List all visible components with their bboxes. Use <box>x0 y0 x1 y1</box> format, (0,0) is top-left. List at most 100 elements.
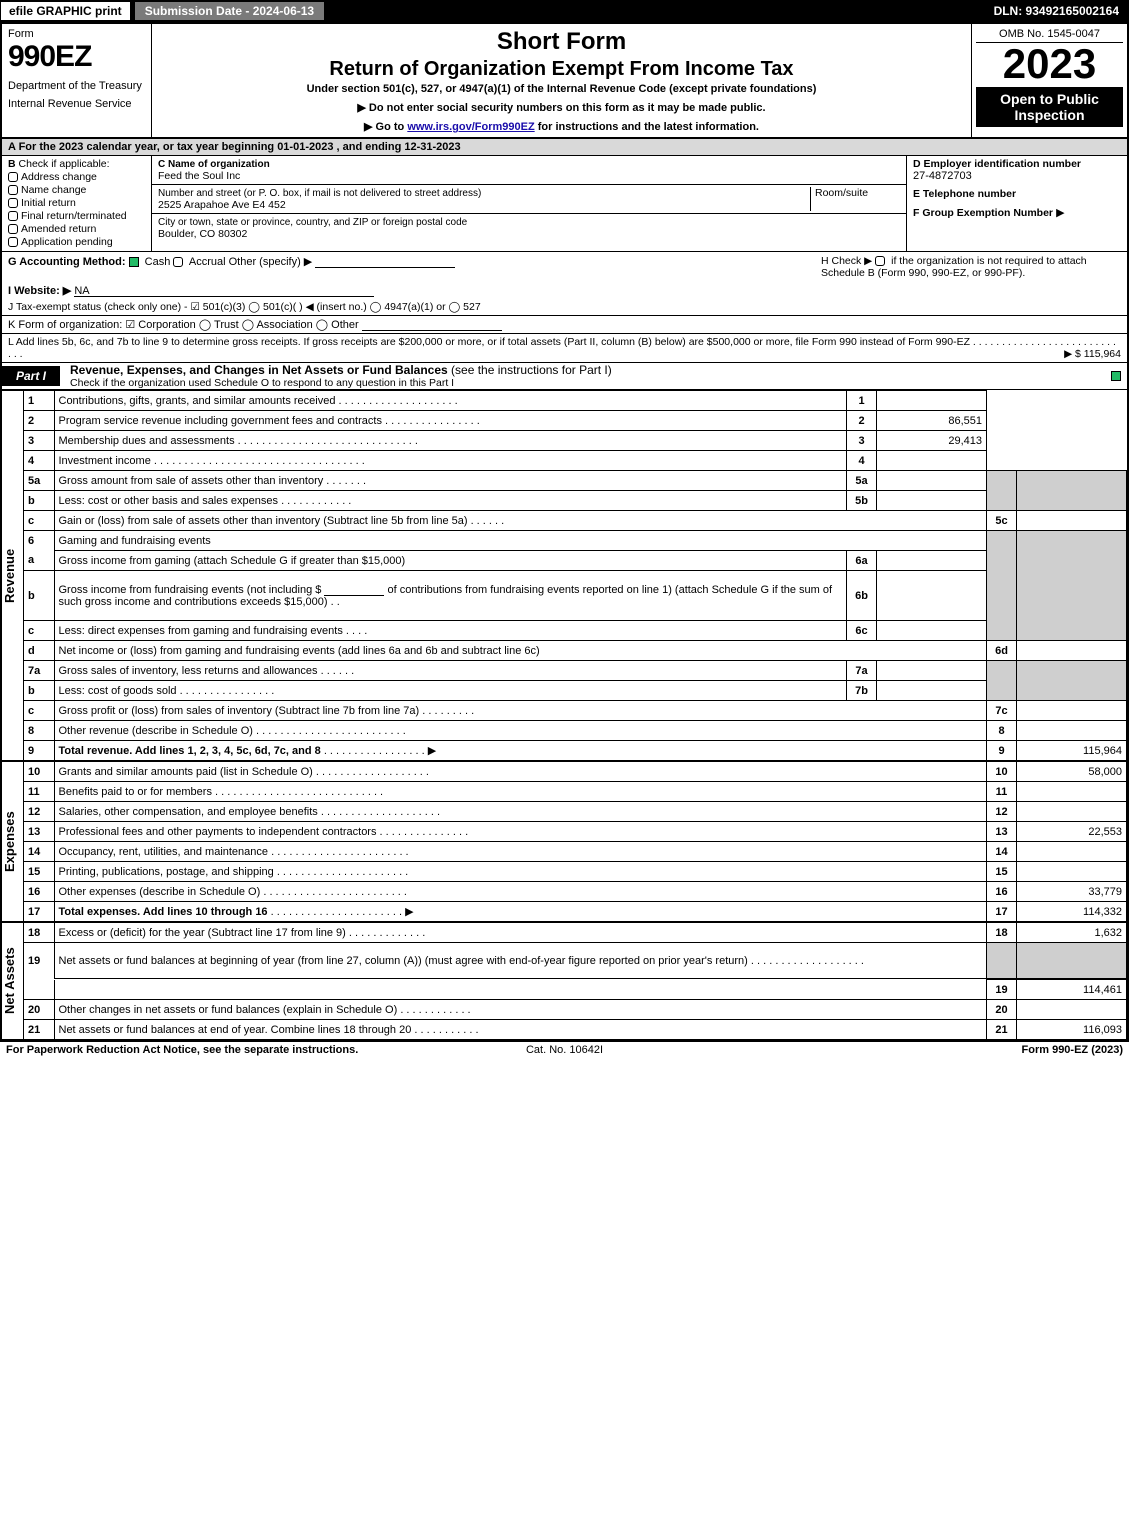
line-5a-num: 5a <box>24 471 54 491</box>
line-10-desc: Grants and similar amounts paid (list in… <box>59 766 313 778</box>
line-13-ref: 13 <box>987 822 1017 842</box>
line-5c-num: c <box>24 511 54 531</box>
line-6b-sub: 6b <box>847 571 877 621</box>
line-6b-num: b <box>24 571 54 621</box>
line-1-num: 1 <box>24 391 54 411</box>
grey-7 <box>987 661 1017 701</box>
line-12-num: 12 <box>24 802 54 822</box>
chk-address-change[interactable]: Address change <box>8 171 145 183</box>
city-label: City or town, state or province, country… <box>158 217 467 228</box>
line-13-desc: Professional fees and other payments to … <box>59 826 377 838</box>
line-6a-desc: Gross income from gaming (attach Schedul… <box>59 555 406 567</box>
line-6d-ref: 6d <box>987 641 1017 661</box>
netassets-table: 18Excess or (deficit) for the year (Subt… <box>24 922 1127 979</box>
part1-header: Part I Revenue, Expenses, and Changes in… <box>2 363 1127 390</box>
line-3-num: 3 <box>24 431 54 451</box>
line-8-desc: Other revenue (describe in Schedule O) <box>59 725 253 737</box>
top-bar: efile GRAPHIC print Submission Date - 20… <box>0 0 1129 22</box>
section-b: B Check if applicable: Address change Na… <box>2 156 152 251</box>
efile-print-label[interactable]: efile GRAPHIC print <box>0 1 131 21</box>
chk-application-pending[interactable]: Application pending <box>8 236 145 248</box>
line-6a-num: a <box>24 551 54 571</box>
other-specify-input[interactable] <box>315 256 455 268</box>
line-21-desc: Net assets or fund balances at end of ye… <box>59 1024 412 1036</box>
line-10-num: 10 <box>24 762 54 782</box>
footer-catno: Cat. No. 10642I <box>526 1044 603 1056</box>
line-7b-sub: 7b <box>847 681 877 701</box>
line-2-ref: 2 <box>847 411 877 431</box>
line-15-amt <box>1017 862 1127 882</box>
line-20-num: 20 <box>24 1000 54 1020</box>
line-7c-ref: 7c <box>987 701 1017 721</box>
line-14-num: 14 <box>24 842 54 862</box>
chk-final-return[interactable]: Final return/terminated <box>8 210 145 222</box>
group-exemption-label: F Group Exemption Number <box>913 207 1053 219</box>
line-18-ref: 18 <box>987 923 1017 943</box>
line-6d-amt <box>1017 641 1127 661</box>
line-5c-ref: 5c <box>987 511 1017 531</box>
part1-title: Revenue, Expenses, and Changes in Net As… <box>60 363 1107 389</box>
grey-7-amt <box>1017 661 1127 701</box>
line-5c-desc: Gain or (loss) from sale of assets other… <box>59 515 468 527</box>
line-7b-num: b <box>24 681 54 701</box>
line-7c-desc: Gross profit or (loss) from sales of inv… <box>59 705 420 717</box>
dln: DLN: 93492165002164 <box>984 2 1129 20</box>
room-label: Room/suite <box>815 187 868 199</box>
line-5a-sub: 5a <box>847 471 877 491</box>
line-5a-subamt <box>877 471 987 491</box>
line-3-desc: Membership dues and assessments <box>59 435 235 447</box>
grey-19-amt <box>1017 943 1127 979</box>
grey-5 <box>987 471 1017 511</box>
grey-6 <box>987 531 1017 641</box>
l-text: L Add lines 5b, 6c, and 7b to line 9 to … <box>8 336 970 348</box>
section-c: C Name of organization Feed the Soul Inc… <box>152 156 907 251</box>
ein-value: 27-4872703 <box>913 170 1121 182</box>
k-other-input[interactable] <box>362 319 502 331</box>
chk-schedule-o[interactable] <box>1111 371 1121 381</box>
line-7a-subamt <box>877 661 987 681</box>
chk-initial-return[interactable]: Initial return <box>8 197 145 209</box>
line-10-ref: 10 <box>987 762 1017 782</box>
form-container: Form 990EZ Department of the Treasury In… <box>0 22 1129 1042</box>
line-14-desc: Occupancy, rent, utilities, and maintena… <box>59 846 269 858</box>
grey-5-amt <box>1017 471 1127 511</box>
line-3-amt: 29,413 <box>877 431 987 451</box>
line-12-ref: 12 <box>987 802 1017 822</box>
accrual-label: Accrual <box>189 256 226 268</box>
line-11-desc: Benefits paid to or for members <box>59 786 212 798</box>
chk-name-change[interactable]: Name change <box>8 184 145 196</box>
line-7c-amt <box>1017 701 1127 721</box>
line-1-amt <box>877 391 987 411</box>
line-6b-input[interactable] <box>324 584 384 596</box>
part1-note: Check if the organization used Schedule … <box>70 377 1107 389</box>
revenue-vlabel: Revenue <box>2 390 24 761</box>
submission-date: Submission Date - 2024-06-13 <box>135 2 324 20</box>
line-13-num: 13 <box>24 822 54 842</box>
form-header: Form 990EZ Department of the Treasury In… <box>2 24 1127 139</box>
chk-cash[interactable] <box>129 257 139 267</box>
line-19-amt-2: 114,461 <box>1017 980 1127 1000</box>
line-16-ref: 16 <box>987 882 1017 902</box>
line-6d-desc: Net income or (loss) from gaming and fun… <box>59 645 540 657</box>
line-2-num: 2 <box>24 411 54 431</box>
line-3-ref: 3 <box>847 431 877 451</box>
chk-schedule-b[interactable] <box>875 256 885 266</box>
line-12-desc: Salaries, other compensation, and employ… <box>59 806 318 818</box>
part1-tab: Part I <box>2 366 60 386</box>
arrow-icon: ▶ <box>1056 207 1064 219</box>
instr-goto: ▶ Go to www.irs.gov/Form990EZ for instru… <box>158 120 965 133</box>
line-19-num: 19 <box>24 943 54 979</box>
other-label: Other (specify) ▶ <box>229 256 313 268</box>
section-def: D Employer identification number 27-4872… <box>907 156 1127 251</box>
line-5b-sub: 5b <box>847 491 877 511</box>
line-6c-sub: 6c <box>847 621 877 641</box>
revenue-table: 1Contributions, gifts, grants, and simil… <box>24 390 1127 761</box>
website-label: I Website: ▶ <box>8 285 71 297</box>
chk-accrual[interactable] <box>173 257 183 267</box>
line-20-desc: Other changes in net assets or fund bala… <box>59 1004 398 1016</box>
irs-link[interactable]: www.irs.gov/Form990EZ <box>407 121 534 133</box>
line-20-ref: 20 <box>987 1000 1017 1020</box>
chk-amended-return[interactable]: Amended return <box>8 223 145 235</box>
instr-no-ssn: ▶ Do not enter social security numbers o… <box>158 101 965 114</box>
irs-label: Internal Revenue Service <box>8 98 145 110</box>
